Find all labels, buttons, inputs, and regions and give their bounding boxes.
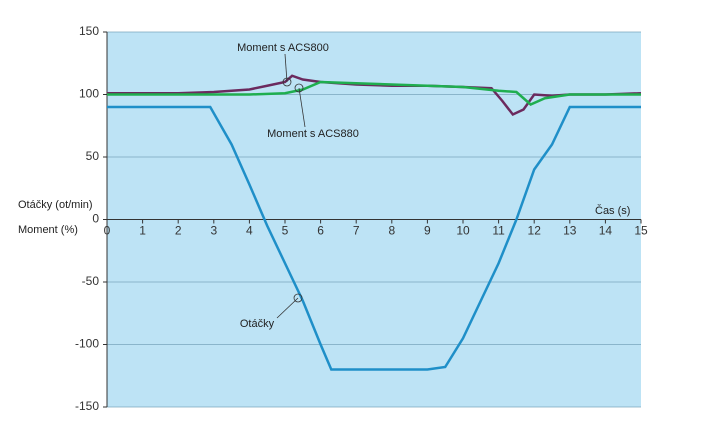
x-tick-label: 10 bbox=[456, 224, 470, 238]
y-tick-label: 50 bbox=[86, 149, 100, 163]
y-tick-label: 150 bbox=[79, 24, 99, 38]
y-axis-label: Otáčky (ot/min) bbox=[18, 199, 93, 211]
x-tick-label: 1 bbox=[139, 224, 146, 238]
annotation: Otáčky bbox=[240, 318, 275, 330]
x-tick-label: 3 bbox=[210, 224, 217, 238]
y-tick-label: -100 bbox=[75, 337, 99, 351]
x-tick-label: 14 bbox=[599, 224, 613, 238]
x-tick-label: 5 bbox=[282, 224, 289, 238]
x-tick-label: 0 bbox=[104, 224, 111, 238]
annotation-circle bbox=[282, 77, 292, 87]
x-tick-label: 8 bbox=[388, 224, 395, 238]
annotation-circle bbox=[294, 83, 304, 93]
x-tick-label: 4 bbox=[246, 224, 253, 238]
y-axis-label: Moment (%) bbox=[18, 224, 78, 236]
x-tick-label: 9 bbox=[424, 224, 431, 238]
x-tick-label: 2 bbox=[175, 224, 182, 238]
x-tick-label: 15 bbox=[634, 224, 648, 238]
annotation: Moment s ACS800 bbox=[237, 42, 329, 54]
x-tick-label: 6 bbox=[317, 224, 324, 238]
x-axis-label: Čas (s) bbox=[595, 204, 630, 217]
x-tick-label: 11 bbox=[492, 224, 505, 238]
y-tick-label: -50 bbox=[82, 274, 100, 288]
x-tick-label: 7 bbox=[353, 224, 360, 238]
y-tick-label: -150 bbox=[75, 399, 99, 413]
annotation-circle bbox=[293, 293, 303, 303]
y-tick-label: 100 bbox=[79, 87, 99, 101]
annotation-leader bbox=[284, 53, 288, 83]
x-tick-label: 13 bbox=[563, 224, 577, 238]
annotation-leader bbox=[276, 297, 299, 319]
line-series bbox=[107, 105, 641, 371]
line-series bbox=[107, 80, 641, 106]
y-tick-label: 0 bbox=[92, 212, 99, 226]
annotation-leader bbox=[298, 87, 306, 128]
annotation: Moment s ACS880 bbox=[267, 128, 359, 140]
x-tick-label: 12 bbox=[528, 224, 542, 238]
